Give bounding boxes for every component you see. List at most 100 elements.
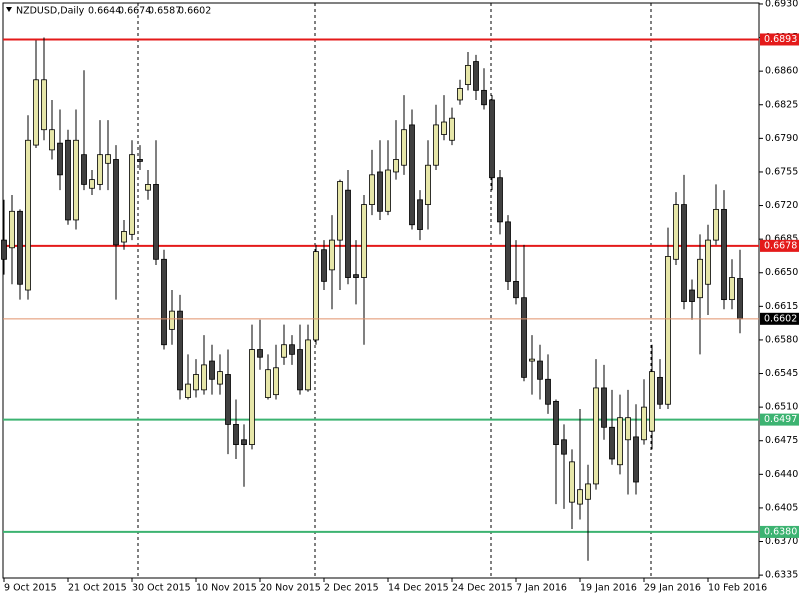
candle-body [593, 387, 599, 485]
candle-body [457, 88, 463, 101]
level-label-box [760, 33, 799, 46]
candle-body [425, 164, 431, 205]
candle-body [217, 371, 223, 385]
candle-body [577, 489, 583, 505]
header-high: 0.6674 [118, 6, 151, 17]
y-tick-label: 0.6860 [765, 66, 798, 77]
candle-body [585, 483, 591, 500]
level-label-box [760, 239, 799, 252]
candle-body [609, 426, 615, 460]
candle-body [649, 371, 655, 432]
y-tick-label: 0.6755 [765, 166, 798, 177]
y-tick-label: 0.6825 [765, 99, 798, 110]
level-label-box [760, 413, 799, 426]
candle-body [1, 239, 7, 260]
candle-body [169, 310, 175, 330]
header-low: 0.6587 [148, 6, 181, 17]
candle-body [113, 159, 119, 246]
level-label: 0.6497 [764, 414, 797, 425]
x-tick-label: 7 Jan 2016 [516, 583, 567, 594]
candle-body [265, 369, 271, 398]
candle-body [529, 358, 535, 362]
x-tick-label: 29 Jan 2016 [644, 583, 701, 594]
candle-body [321, 249, 327, 282]
x-tick-label: 10 Feb 2016 [708, 583, 767, 594]
header-close: 0.6602 [178, 6, 211, 17]
candle-body [201, 364, 207, 391]
candle-body [249, 349, 255, 445]
level-label: 0.6893 [764, 34, 797, 45]
candle-body [689, 289, 695, 302]
last-price-label-box [760, 312, 799, 325]
candle-body [41, 79, 47, 131]
y-tick-label: 0.6720 [765, 200, 798, 211]
y-tick-label: 0.6685 [765, 234, 798, 245]
candle-body [97, 154, 103, 185]
y-tick-label: 0.6370 [765, 536, 798, 547]
candle-body [729, 277, 735, 301]
candle-body [241, 439, 247, 445]
candle-body [33, 79, 39, 146]
candle-body [505, 221, 511, 282]
candle-body [353, 274, 359, 278]
candle-body [433, 124, 439, 166]
menu-arrow[interactable] [6, 7, 12, 12]
level-label: 0.6380 [764, 526, 797, 537]
candle-body [137, 159, 143, 162]
candle-body [737, 278, 743, 320]
y-tick-label: 0.6510 [765, 402, 798, 413]
candle-body [681, 204, 687, 302]
plot-border [2, 2, 760, 579]
candle-body [129, 154, 135, 235]
candle-body [257, 349, 263, 358]
candle-body [449, 117, 455, 141]
candle-body [393, 159, 399, 173]
candle-body [177, 310, 183, 391]
candle-body [121, 231, 127, 243]
y-tick-label: 0.6930 [765, 0, 798, 9]
candle-body [9, 210, 15, 249]
candle-body [337, 181, 343, 241]
candle-body [705, 239, 711, 285]
candle-body [673, 204, 679, 260]
y-tick-label: 0.6440 [765, 469, 798, 480]
candle-body [601, 387, 607, 428]
candle-body [561, 439, 567, 455]
y-tick-label: 0.6790 [765, 133, 798, 144]
y-tick-label: 0.6335 [765, 570, 798, 581]
candle-body [521, 297, 527, 378]
candle-body [713, 208, 719, 241]
candle-body [297, 349, 303, 391]
candle-body [289, 344, 295, 355]
candle-body [313, 251, 319, 341]
y-tick-label: 0.6580 [765, 334, 798, 345]
x-tick-label: 2 Dec 2015 [324, 583, 379, 594]
y-tick-label: 0.6545 [765, 368, 798, 379]
x-tick-label: 9 Oct 2015 [4, 583, 57, 594]
candle-body [537, 360, 543, 380]
y-tick-label: 0.6405 [765, 502, 798, 513]
candle-body [89, 179, 95, 189]
y-tick-label: 0.6475 [765, 435, 798, 446]
level-label-box [760, 525, 799, 538]
candle-body [545, 378, 551, 405]
candle-body [441, 121, 447, 135]
candle-body [553, 400, 559, 445]
y-tick-label: 0.6650 [765, 267, 798, 278]
candle-body [65, 139, 71, 221]
candle-body [497, 177, 503, 223]
candle-body [193, 374, 199, 391]
candle-body [209, 360, 215, 380]
candle-body [81, 154, 87, 185]
candle-body [657, 376, 663, 405]
candle-body [145, 184, 151, 191]
candle-body [25, 139, 31, 291]
candle-body [409, 124, 415, 226]
candle-body [49, 129, 55, 151]
candle-body [385, 169, 391, 212]
header-open: 0.6644 [88, 6, 121, 17]
candle-body [361, 204, 367, 278]
candle-body [417, 199, 423, 230]
candle-body [233, 424, 239, 445]
